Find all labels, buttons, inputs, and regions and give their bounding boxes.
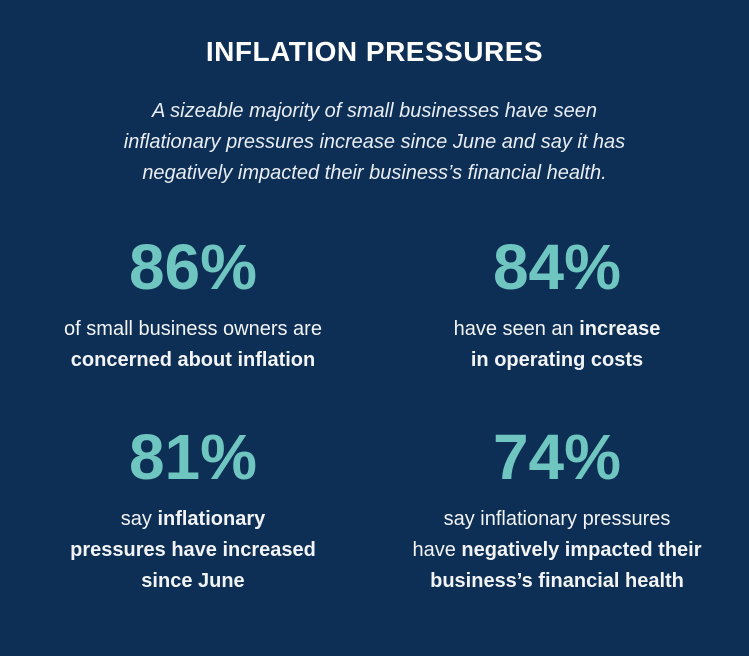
bold-text: since June (141, 570, 245, 592)
subtitle-line: inflationary pressures increase since Ju… (123, 131, 626, 153)
bold-text: in operating costs (470, 349, 644, 371)
stat-line: say inflationary pressures (372, 504, 742, 535)
stat-value: 84% (492, 231, 622, 303)
stat-value: 81% (128, 421, 258, 493)
stat-line: have seen an increase (372, 314, 742, 345)
stat-line: concerned about inflation (8, 345, 378, 376)
bold-text: concerned about inflation (70, 349, 316, 371)
stat-line: of small business owners are (8, 314, 378, 345)
bold-text: business’s financial health (430, 570, 684, 592)
spacer (8, 302, 378, 314)
text: have (412, 539, 462, 561)
spacer (372, 492, 742, 504)
stat-value: 74% (492, 421, 622, 493)
stat: 84% have seen an increase in operating cos… (372, 232, 742, 376)
spacer (8, 492, 378, 504)
bold-text: pressures have increased (70, 539, 316, 561)
stat-line: since June (8, 566, 378, 597)
subtitle-line: A sizeable majority of small businesses … (151, 100, 598, 122)
title: INFLATION PRESSURES (205, 36, 544, 67)
stat-line: say inflationary (8, 504, 378, 535)
stat: 86% of small business owners are concerned… (8, 232, 378, 376)
text: say (120, 508, 158, 530)
text: of small business owners are (64, 318, 322, 340)
text: have seen an (453, 318, 580, 340)
spacer (372, 302, 742, 314)
stat-line: have negatively impacted their (372, 535, 742, 566)
bold-text: inflationary (157, 508, 266, 530)
bold-text: increase (579, 318, 661, 340)
stat: 74% say inflationary pressures have negati… (372, 422, 742, 597)
bold-text: negatively impacted their (461, 539, 702, 561)
text: say inflationary pressures (443, 508, 671, 530)
stat-line: business’s financial health (372, 566, 742, 597)
stat-line: in operating costs (372, 345, 742, 376)
subtitle-line: negatively impacted their business’s fin… (142, 162, 607, 184)
stat-line: pressures have increased (8, 535, 378, 566)
stat: 81% say inflationary pressures have increa… (8, 422, 378, 597)
stat-value: 86% (128, 231, 258, 303)
